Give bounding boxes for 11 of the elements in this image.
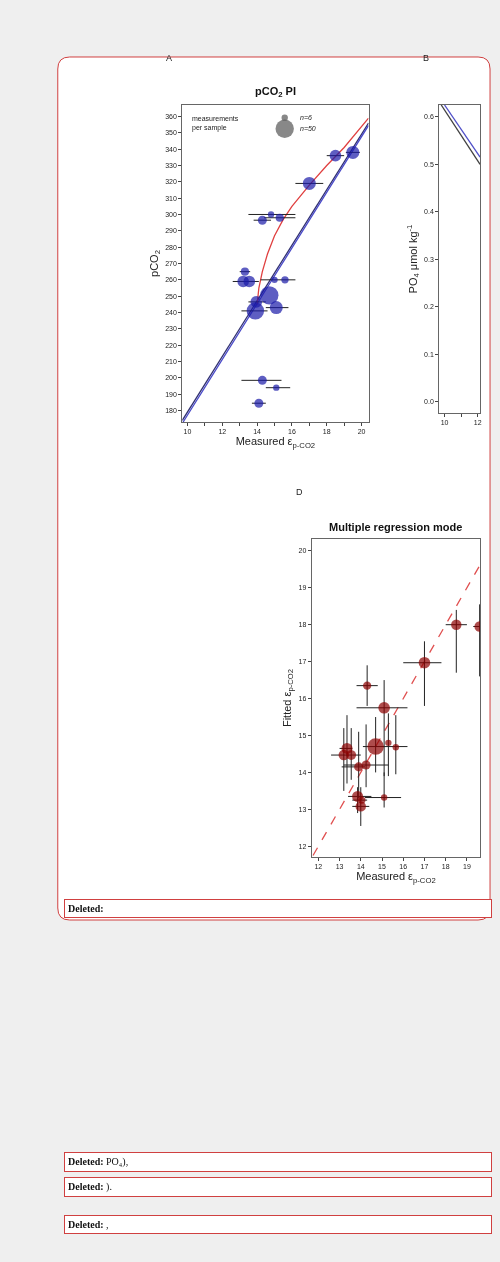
text: Deleted: , — [68, 1219, 109, 1230]
x-axis-title: Measured ε$_{p-CO2}$ — [235, 435, 316, 450]
text: Deleted: ). — [68, 1181, 112, 1193]
text: Deleted: PO₄), — [68, 1156, 129, 1168]
chart-title: pCO$_{2}$ PI — [255, 85, 296, 100]
text: B — [423, 53, 430, 63]
text: A — [166, 53, 173, 63]
chart-title: Multiple regression mode — [329, 521, 463, 533]
x-axis-title: Measured ε$_{p-CO2}$ — [356, 870, 436, 885]
text: D — [296, 487, 303, 497]
text: Deleted: — [68, 903, 104, 914]
